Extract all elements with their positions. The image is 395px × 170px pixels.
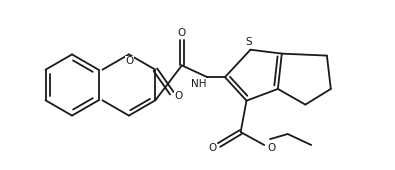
Text: O: O xyxy=(208,143,216,153)
Text: O: O xyxy=(178,28,186,38)
Text: NH: NH xyxy=(191,79,207,89)
Text: O: O xyxy=(126,56,134,66)
Text: O: O xyxy=(175,91,183,101)
Text: S: S xyxy=(245,37,252,47)
Text: O: O xyxy=(267,143,275,153)
